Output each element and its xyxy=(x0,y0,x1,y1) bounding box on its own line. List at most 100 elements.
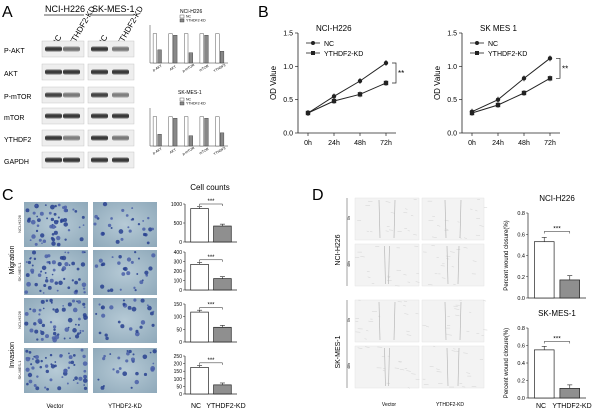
bar xyxy=(213,278,232,291)
stained-cell xyxy=(140,320,146,325)
cell-counts-title: Cell counts xyxy=(190,183,230,192)
blot-band xyxy=(91,113,108,119)
mini-legend-swatch-kd xyxy=(179,101,185,106)
stained-cell xyxy=(44,254,49,259)
b-x-tick-label: 24h xyxy=(328,140,340,147)
stained-cell xyxy=(107,289,111,293)
cell-texture xyxy=(436,368,440,370)
col-label-ythdf2-kd: YTHDF2-KD xyxy=(108,404,142,410)
panel-d-wound-healing: 0h 48h 0h 48h NCI-H226 SK-MES-1 Vector YTHD… xyxy=(335,194,592,410)
stained-cell xyxy=(27,217,31,221)
b-x-tick-label: 48h xyxy=(354,140,366,147)
bar xyxy=(534,349,555,399)
stained-cell xyxy=(25,273,30,278)
bar-y-tick-label: 150 xyxy=(174,302,183,308)
stained-cell xyxy=(118,229,124,234)
blot-band xyxy=(63,92,80,98)
mini-tick-label: p-AKT xyxy=(152,63,163,72)
stained-cell xyxy=(67,286,71,290)
stained-cell xyxy=(31,358,34,361)
blot-band xyxy=(112,157,129,163)
wound-edge xyxy=(393,301,396,341)
wound-image xyxy=(354,299,420,343)
stained-cell xyxy=(83,291,86,294)
mini-title-sk-mes-1: SK-MES-1 xyxy=(178,90,202,96)
bar-y-tick-label: 500 xyxy=(174,221,183,227)
cell-texture xyxy=(445,255,451,257)
wound-image xyxy=(354,243,420,287)
b-legend-marker xyxy=(311,51,315,55)
b-point xyxy=(331,98,337,104)
wound-image xyxy=(421,197,485,241)
stained-cell xyxy=(102,357,106,361)
b-point xyxy=(547,76,553,81)
stained-cell xyxy=(64,238,67,241)
stained-cell xyxy=(127,226,130,229)
wound-image xyxy=(421,345,485,389)
bar-y-tick-label: 400 xyxy=(174,250,183,256)
blot-band xyxy=(91,69,108,75)
panel-c-label: C xyxy=(2,187,14,204)
stained-cell xyxy=(82,361,88,366)
bar-sig-label: *** xyxy=(207,199,215,205)
stained-cell xyxy=(40,299,45,304)
wound-time-label: 0h xyxy=(347,216,351,220)
bar-sig-label: *** xyxy=(207,358,215,364)
stained-cell xyxy=(110,217,113,220)
blot-band xyxy=(45,135,62,141)
stained-cell xyxy=(122,302,126,306)
stained-cell xyxy=(24,312,29,316)
blot-band xyxy=(63,46,80,52)
stained-cell xyxy=(76,382,79,385)
cell-texture xyxy=(451,266,455,268)
b-legend-label: NC xyxy=(488,41,498,48)
stained-cell xyxy=(67,228,71,232)
stained-cell xyxy=(77,300,82,304)
stained-cell xyxy=(72,307,78,313)
stained-cell xyxy=(142,219,145,222)
stained-cell xyxy=(41,265,47,271)
stained-cell xyxy=(144,270,149,275)
wound-edge xyxy=(446,347,449,387)
mini-bar xyxy=(188,52,193,64)
cell-texture xyxy=(463,352,468,354)
stained-cell xyxy=(49,353,53,357)
stained-cell xyxy=(74,209,78,213)
cell-texture xyxy=(357,347,363,349)
stained-cell xyxy=(31,234,36,239)
stained-cell xyxy=(83,251,86,254)
wound-edge xyxy=(388,245,390,285)
stained-cell xyxy=(133,298,137,302)
stained-cell xyxy=(76,267,80,271)
bar xyxy=(190,311,209,343)
stained-cell xyxy=(61,376,64,379)
stained-cell xyxy=(151,227,155,231)
stained-cell xyxy=(148,266,153,271)
bar-y-tick-label: 0.8 xyxy=(517,211,525,217)
b-y-tick-label: 0.0 xyxy=(447,131,457,138)
mini-tick-label: AKT xyxy=(169,147,178,154)
stained-cell xyxy=(139,325,143,329)
bar-y-tick-label: 0.2 xyxy=(517,379,525,385)
cell-texture xyxy=(463,246,468,249)
b-x-tick-label: 48h xyxy=(518,140,530,147)
stained-cell xyxy=(101,231,105,236)
stained-cell xyxy=(38,308,42,312)
blot-band xyxy=(91,46,108,52)
bar-y-axis-label: Percent wound closure(%) xyxy=(504,328,510,398)
stained-cell xyxy=(25,356,31,362)
stained-cell xyxy=(62,305,65,307)
stained-cell xyxy=(82,330,84,332)
cell-texture xyxy=(475,209,478,212)
stained-cell xyxy=(117,320,121,324)
b-y-tick-label: 1.0 xyxy=(283,64,293,71)
stained-cell xyxy=(78,278,81,281)
stained-cell xyxy=(73,363,76,367)
blot-band xyxy=(112,113,129,119)
bar xyxy=(190,367,209,395)
mini-bar xyxy=(199,33,204,64)
bar-sig-bracket xyxy=(199,362,223,365)
cell-texture xyxy=(365,329,369,332)
wound-image xyxy=(421,243,485,287)
